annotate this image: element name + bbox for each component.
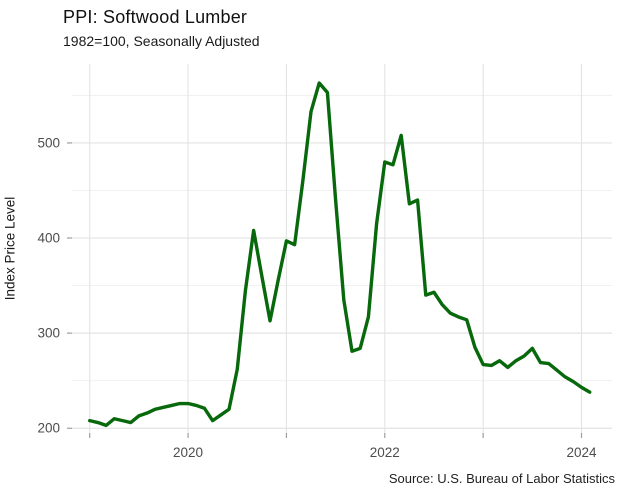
y-tick-label: 400 — [37, 231, 60, 246]
x-tick-label: 2020 — [173, 445, 203, 460]
source-caption: Source: U.S. Bureau of Labor Statistics — [388, 471, 615, 486]
chart-subtitle: 1982=100, Seasonally Adjusted — [63, 33, 260, 49]
ppi-softwood-lumber-line — [87, 81, 592, 428]
y-tick-label: 500 — [37, 135, 60, 150]
x-tick-label: 2024 — [566, 445, 597, 460]
chart-title: PPI: Softwood Lumber — [63, 7, 248, 27]
y-tick-label: 300 — [37, 326, 60, 341]
y-tick-label: 200 — [37, 421, 60, 436]
x-tick-label: 2022 — [370, 445, 400, 460]
